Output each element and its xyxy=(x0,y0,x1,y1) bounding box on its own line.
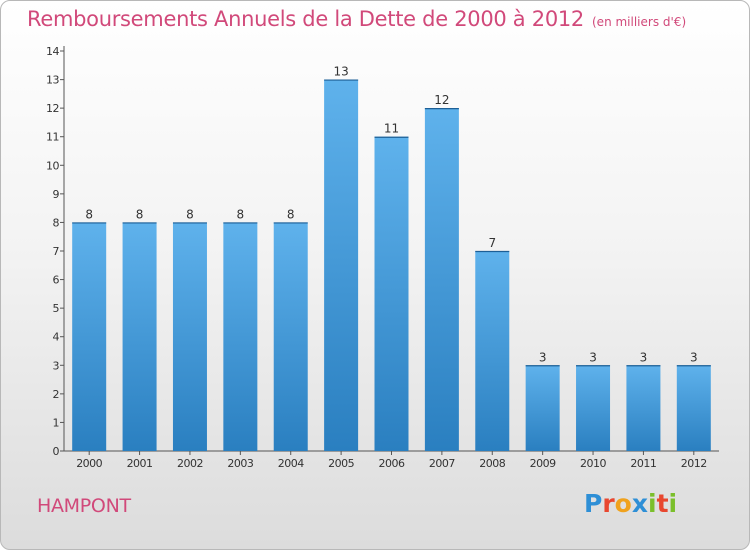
data-label: 12 xyxy=(434,93,449,107)
y-tick-label: 6 xyxy=(53,274,60,287)
bar xyxy=(374,136,409,451)
y-tick-label: 9 xyxy=(53,188,60,201)
bar xyxy=(475,251,510,451)
y-tick-label: 13 xyxy=(46,74,59,87)
bar xyxy=(223,222,258,451)
bar xyxy=(676,365,711,451)
bar xyxy=(172,222,207,451)
data-label: 8 xyxy=(85,207,93,221)
bar xyxy=(122,222,157,451)
logo-letter: P xyxy=(584,489,603,518)
data-label: 3 xyxy=(640,350,648,364)
y-tick-label: 1 xyxy=(53,416,60,429)
bar xyxy=(72,222,107,451)
bar xyxy=(626,365,661,451)
y-tick-label: 8 xyxy=(53,216,60,229)
x-tick-label: 2012 xyxy=(681,457,707,470)
commune-name: HAMPONT xyxy=(37,495,131,517)
x-tick-label: 2003 xyxy=(227,457,253,470)
x-tick-label: 2000 xyxy=(76,457,102,470)
x-tick-label: 2008 xyxy=(479,457,505,470)
x-tick-label: 2010 xyxy=(580,457,606,470)
logo-letter: i xyxy=(648,489,657,518)
bar xyxy=(324,79,359,452)
data-label: 8 xyxy=(237,207,245,221)
data-label: 8 xyxy=(136,207,144,221)
data-label: 8 xyxy=(186,207,194,221)
x-tick-label: 2009 xyxy=(530,457,556,470)
data-label: 7 xyxy=(488,236,496,250)
data-label: 3 xyxy=(539,350,547,364)
x-tick-label: 2007 xyxy=(429,457,455,470)
logo-letter: t xyxy=(656,489,669,518)
chart-subtitle: (en milliers d'€) xyxy=(592,15,687,29)
logo-letter: x xyxy=(631,489,648,518)
x-tick-label: 2006 xyxy=(379,457,405,470)
data-label: 3 xyxy=(690,350,698,364)
bar xyxy=(576,365,611,451)
logo-letter: r xyxy=(602,489,615,518)
bar xyxy=(424,108,459,452)
logo-letter: i xyxy=(668,489,678,518)
y-tick-label: 3 xyxy=(53,359,60,372)
y-tick-label: 14 xyxy=(46,45,59,58)
y-tick-label: 5 xyxy=(53,302,60,315)
y-tick-label: 11 xyxy=(46,131,59,144)
proxiti-logo: Proxiti xyxy=(584,489,677,518)
data-label: 8 xyxy=(287,207,295,221)
x-tick-label: 2002 xyxy=(177,457,203,470)
y-tick-label: 12 xyxy=(46,102,59,115)
data-label: 3 xyxy=(589,350,597,364)
x-tick-label: 2005 xyxy=(328,457,354,470)
y-tick-label: 0 xyxy=(53,445,60,458)
logo-letter: o xyxy=(614,489,632,518)
x-tick-label: 2011 xyxy=(630,457,656,470)
y-tick-label: 2 xyxy=(53,388,60,401)
bar xyxy=(273,222,308,451)
x-tick-label: 2004 xyxy=(278,457,304,470)
y-tick-label: 7 xyxy=(53,245,60,258)
x-tick-label: 2001 xyxy=(127,457,153,470)
data-label: 11 xyxy=(384,122,399,136)
y-tick-label: 4 xyxy=(53,331,60,344)
y-tick-label: 10 xyxy=(46,159,59,172)
chart-title: Remboursements Annuels de la Dette de 20… xyxy=(27,7,584,31)
title-row: Remboursements Annuels de la Dette de 20… xyxy=(27,7,686,31)
bar xyxy=(525,365,560,451)
data-label: 13 xyxy=(333,65,348,79)
